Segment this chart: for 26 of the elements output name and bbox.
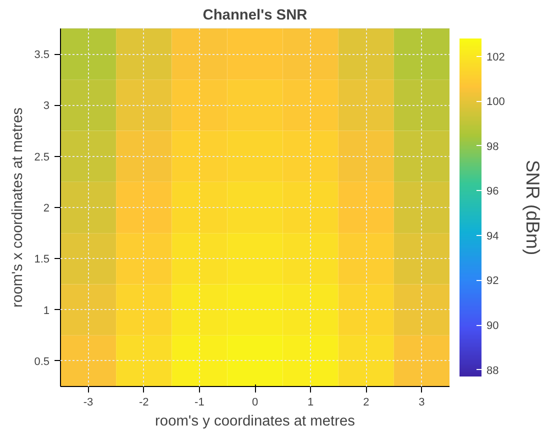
y-tick-label: 3: [43, 100, 50, 112]
color-bar-label: 102: [486, 51, 505, 64]
x-tick-label: 3: [418, 396, 425, 408]
color-bar-label: 90: [486, 320, 499, 332]
x-axis-title: room's y coordinates at metres: [155, 414, 355, 430]
y-tick-label: 1: [43, 304, 50, 317]
color-bar-label: 94: [486, 230, 499, 242]
color-bar-label: 88: [486, 364, 499, 377]
y-tick-label: 3.5: [34, 49, 50, 62]
x-tick-label: -1: [194, 396, 204, 408]
x-tick-label: -3: [83, 396, 94, 408]
chart-title: Channel's SNR: [202, 8, 308, 24]
x-tick-label: 0: [252, 396, 258, 408]
color-bar-label: 98: [486, 140, 499, 153]
x-tick-label: 2: [363, 396, 370, 408]
color-bar-title: SNR (dBm): [522, 160, 544, 256]
y-tick-label: 1.5: [34, 254, 50, 266]
color-bar-label: 96: [486, 186, 499, 198]
y-axis-title: room's x coordinates at metres: [10, 108, 26, 308]
y-tick-label: 2: [43, 202, 50, 214]
color-bar-label: 100: [486, 96, 505, 108]
color-bar-label: 92: [486, 275, 499, 288]
y-tick-label: 0.5: [34, 356, 50, 368]
y-tick-label: 2.5: [34, 151, 50, 164]
x-tick-label: -2: [138, 396, 149, 408]
x-tick-label: 1: [308, 396, 314, 408]
